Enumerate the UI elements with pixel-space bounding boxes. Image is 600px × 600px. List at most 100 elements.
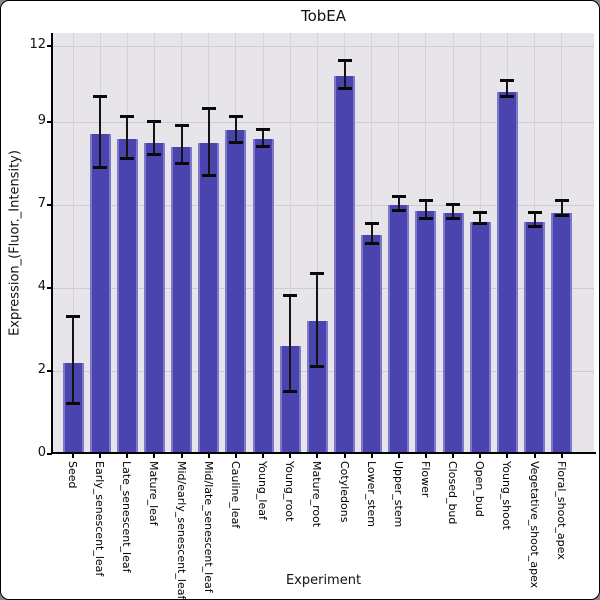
error-bar-cap <box>283 294 298 298</box>
y-gridline <box>53 287 594 289</box>
x-tick-mark <box>207 454 210 458</box>
bar <box>551 213 573 454</box>
y-gridline <box>53 204 594 206</box>
x-tick-mark <box>560 454 563 458</box>
x-tick-mark <box>180 454 183 458</box>
y-tick-label: 12 <box>29 37 46 52</box>
bar <box>306 321 328 454</box>
error-bar-cap <box>446 216 461 220</box>
y-gridline <box>53 121 594 123</box>
bar <box>198 142 220 454</box>
error-bar-cap <box>337 87 352 91</box>
error-bar-cap <box>228 140 243 144</box>
error-bar-cap <box>66 402 80 406</box>
error-bar-cap <box>554 214 569 218</box>
y-tick-label: 0 <box>37 445 46 460</box>
bar <box>143 142 165 454</box>
x-gridline <box>316 33 318 454</box>
y-tick-mark <box>47 204 52 206</box>
x-tick-mark <box>370 454 373 458</box>
x-tick-mark <box>234 454 237 458</box>
x-tick-mark <box>316 454 319 458</box>
error-bar-cap <box>527 211 542 215</box>
x-tick-label: Flower <box>418 461 432 498</box>
error-bar-line <box>234 116 237 143</box>
bar <box>89 134 111 454</box>
error-bar-cap <box>201 173 216 177</box>
error-bar-cap <box>418 198 433 202</box>
error-bar-cap <box>228 114 243 118</box>
error-bar-line <box>207 109 210 176</box>
error-bar-line <box>316 274 319 367</box>
x-tick-mark <box>452 454 455 458</box>
error-bar-line <box>506 81 509 97</box>
error-bar-line <box>289 296 292 392</box>
x-tick-mark <box>506 454 509 458</box>
error-bar-cap <box>283 389 298 393</box>
error-bar-cap <box>364 241 379 245</box>
x-tick-label: Lower_stem <box>364 461 378 527</box>
chart-title: TobEA <box>300 7 347 25</box>
y-tick-label: 9 <box>37 113 46 128</box>
bar <box>415 210 437 454</box>
x-tick-mark <box>533 454 536 458</box>
y-gridline <box>53 45 594 47</box>
error-bar-cap <box>174 124 189 128</box>
error-bar-line <box>397 196 400 211</box>
bar <box>62 362 84 454</box>
x-tick-mark <box>424 454 427 458</box>
error-bar-cap <box>473 222 488 226</box>
error-bar-line <box>452 205 455 219</box>
x-tick-label: Seed <box>66 461 79 489</box>
bar <box>361 235 383 454</box>
error-bar-line <box>560 200 563 217</box>
error-bar-cap <box>500 79 515 83</box>
error-bar-cap <box>391 194 406 198</box>
x-gridline <box>72 33 74 454</box>
y-tick-mark <box>47 453 52 455</box>
bar <box>279 346 301 454</box>
error-bar-line <box>72 317 74 405</box>
x-tick-mark <box>126 454 129 458</box>
x-tick-label: Vegetative_shoot_apex <box>527 461 541 589</box>
y-tick-mark <box>47 45 52 47</box>
x-tick-label: Upper_stem <box>391 461 405 528</box>
error-bar-cap <box>120 114 135 118</box>
bar <box>524 221 546 454</box>
error-bar-line <box>533 213 536 228</box>
y-tick-mark <box>47 370 52 372</box>
error-bar-cap <box>93 94 108 98</box>
bar <box>469 221 491 454</box>
error-bar-cap <box>337 59 352 63</box>
error-bar-line <box>424 200 427 219</box>
error-bar-line <box>99 96 102 168</box>
error-bar-cap <box>473 211 488 215</box>
x-tick-mark <box>397 454 400 458</box>
x-tick-label: Young_shoot <box>500 461 514 530</box>
error-bar-cap <box>66 315 80 319</box>
error-bar-cap <box>120 157 135 161</box>
error-bar-cap <box>446 203 461 206</box>
y-tick-label: 2 <box>37 362 46 377</box>
error-bar-cap <box>310 272 325 276</box>
error-bar-cap <box>391 208 406 212</box>
x-tick-label: Late_senescent_leaf <box>120 461 134 573</box>
error-bar-line <box>180 126 183 164</box>
x-axis-label: Experiment <box>285 573 362 588</box>
error-bar-line <box>370 224 373 244</box>
x-tick-mark <box>479 454 482 458</box>
x-tick-label: Mature_leaf <box>147 461 161 526</box>
x-axis-line <box>51 452 596 454</box>
x-tick-label: Mature_root <box>310 461 324 528</box>
y-tick-mark <box>47 121 52 123</box>
error-bar-cap <box>174 161 189 165</box>
x-tick-label: Open_bud <box>473 461 487 517</box>
bar <box>252 138 274 454</box>
bar <box>171 146 193 454</box>
y-axis-line <box>51 33 53 454</box>
x-tick-mark <box>99 454 102 458</box>
error-bar-cap <box>93 165 108 169</box>
bar <box>116 138 138 454</box>
y-tick-label: 7 <box>37 196 46 211</box>
error-bar-cap <box>554 198 569 202</box>
